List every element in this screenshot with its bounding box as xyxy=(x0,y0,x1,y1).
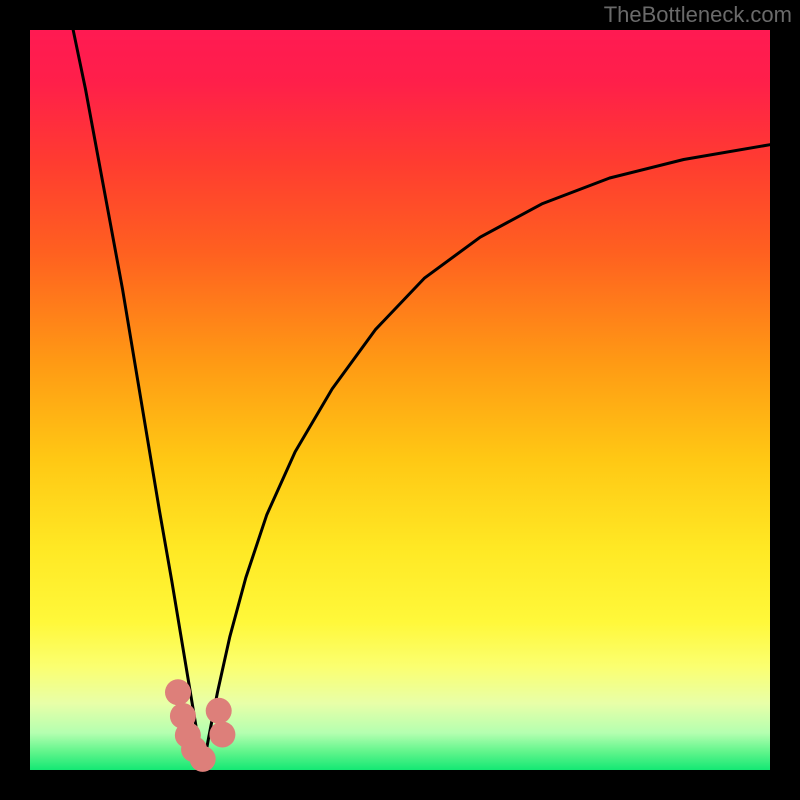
data-marker xyxy=(206,698,232,724)
chart-container: TheBottleneck.com xyxy=(0,0,800,800)
watermark-text: TheBottleneck.com xyxy=(604,2,792,28)
data-marker xyxy=(190,746,216,772)
data-marker xyxy=(209,721,235,747)
data-marker xyxy=(165,679,191,705)
bottleneck-chart xyxy=(0,0,800,800)
